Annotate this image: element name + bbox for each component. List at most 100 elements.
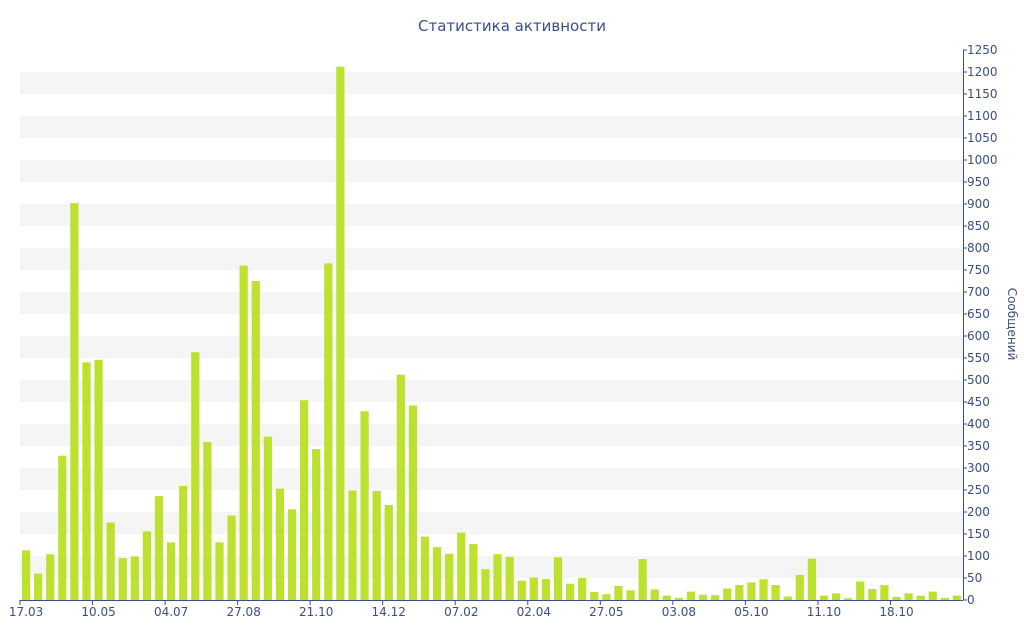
bar — [578, 578, 587, 600]
y-tick-label: 1050 — [967, 131, 998, 145]
bar — [21, 550, 31, 600]
y-tick-label: 300 — [967, 461, 990, 475]
grid-band — [20, 248, 963, 270]
bar — [263, 436, 272, 600]
y-tick-label: 650 — [967, 307, 990, 321]
bar — [300, 400, 309, 600]
grid-band — [20, 380, 963, 402]
y-tick-label: 950 — [967, 175, 990, 189]
y-tick-label: 200 — [967, 505, 990, 519]
x-tick-label: 10.05 — [81, 605, 115, 619]
bar — [868, 589, 877, 600]
bar — [856, 581, 865, 600]
bar — [844, 598, 853, 600]
bar — [372, 490, 381, 600]
bar — [469, 544, 478, 600]
bar — [130, 556, 139, 600]
x-tick-label: 03.08 — [662, 605, 696, 619]
bar — [287, 509, 297, 600]
bar — [445, 553, 454, 600]
bar — [795, 574, 804, 600]
bar — [831, 593, 841, 600]
bar — [70, 203, 79, 600]
x-tick-label: 02.04 — [517, 605, 551, 619]
bar — [662, 595, 671, 600]
bar — [408, 405, 418, 600]
bar-series — [21, 66, 962, 601]
bar — [360, 411, 369, 600]
bar — [565, 583, 575, 600]
bar — [82, 362, 91, 600]
bar — [529, 577, 538, 600]
bar — [892, 596, 901, 600]
bar — [275, 488, 285, 600]
bar — [674, 597, 683, 600]
bar — [154, 496, 164, 600]
grid-band — [20, 336, 963, 358]
bar — [553, 557, 563, 600]
grid-band — [20, 468, 963, 490]
bar — [227, 515, 236, 600]
y-tick-label: 500 — [967, 373, 990, 387]
bar — [167, 542, 176, 600]
bar — [686, 591, 696, 600]
y-tick-label: 550 — [967, 351, 990, 365]
y-tick-label: 600 — [967, 329, 990, 343]
bar — [251, 281, 260, 600]
x-tick-label: 18.10 — [879, 605, 913, 619]
grid-band — [20, 72, 963, 94]
bar — [312, 449, 321, 600]
y-tick-label: 0 — [967, 593, 975, 607]
bar — [517, 580, 526, 600]
y-tick-label: 350 — [967, 439, 990, 453]
bar — [384, 504, 393, 600]
bar — [626, 590, 635, 600]
y-tick-label: 1150 — [967, 87, 998, 101]
bar — [638, 559, 647, 600]
bar — [179, 486, 188, 600]
y-tick-label: 150 — [967, 527, 990, 541]
bar — [711, 595, 720, 600]
bar — [215, 542, 224, 600]
bar — [94, 359, 103, 600]
x-tick-label: 11.10 — [807, 605, 841, 619]
axes: 0 50 100 150 200 250 300 350 400 450 500 550 600 650 7… — [9, 43, 998, 619]
bar — [432, 547, 442, 600]
y-tick-label: 1000 — [967, 153, 998, 167]
bar — [759, 579, 768, 600]
y-tick-label: 700 — [967, 285, 990, 299]
y-tick-label: 450 — [967, 395, 990, 409]
bar — [191, 352, 200, 600]
bar — [904, 593, 913, 600]
grid-band — [20, 424, 963, 446]
x-tick-label: 27.05 — [589, 605, 623, 619]
bar — [58, 455, 67, 600]
y-tick-label: 850 — [967, 219, 990, 233]
grid-band — [20, 292, 963, 314]
bar — [481, 569, 490, 600]
x-tick-label: 07.02 — [444, 605, 478, 619]
bar — [783, 596, 792, 600]
bar — [771, 585, 780, 600]
bar — [602, 594, 611, 600]
bar — [396, 374, 405, 600]
bar — [493, 554, 502, 600]
y-tick-label: 50 — [967, 571, 982, 585]
y-tick-label: 1100 — [967, 109, 998, 123]
bar — [698, 594, 708, 600]
y-tick-label: 1200 — [967, 65, 998, 79]
bar — [239, 265, 248, 600]
x-tick-label: 05.10 — [734, 605, 768, 619]
x-tick-label: 17.03 — [9, 605, 43, 619]
bar — [46, 554, 55, 600]
bar — [952, 595, 962, 600]
bar — [457, 532, 466, 600]
bar — [735, 585, 744, 600]
bar — [650, 589, 659, 600]
y-tick-label: 750 — [967, 263, 990, 277]
bar — [324, 263, 333, 600]
bar — [505, 556, 514, 600]
chart-title: Статистика активности — [418, 17, 606, 35]
bar — [142, 531, 152, 600]
